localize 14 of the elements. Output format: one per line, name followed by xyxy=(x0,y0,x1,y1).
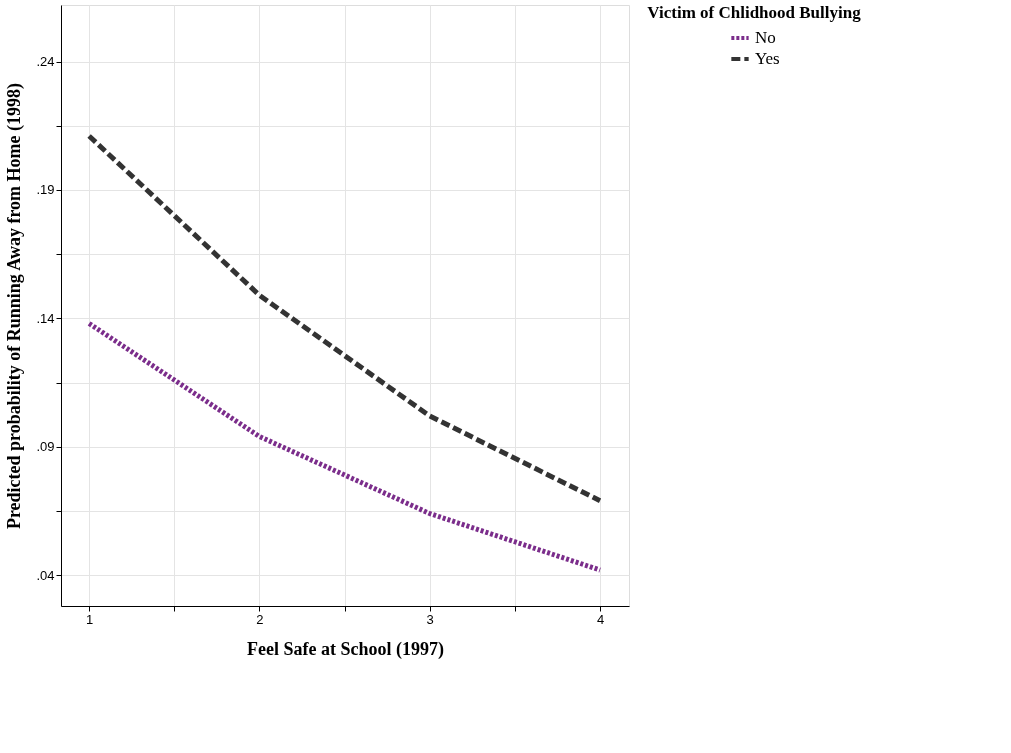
legend-label: Yes xyxy=(755,49,780,68)
y-tick-label: .24 xyxy=(36,54,55,69)
x-tick-label: 3 xyxy=(426,611,434,627)
y-axis-title: Predicted probability of Running Away from Home (1998) xyxy=(4,82,26,530)
x-axis-title: Feel Safe at School (1997) xyxy=(247,638,444,660)
legend-title: Victim of Chlidhood Bullying xyxy=(647,3,862,22)
y-tick-label: .19 xyxy=(36,182,55,198)
y-tick-label: .04 xyxy=(36,567,55,583)
y-tick-label: .09 xyxy=(36,439,55,455)
x-tick-label: 2 xyxy=(256,611,264,627)
y-tick-label: .14 xyxy=(36,310,55,326)
x-tick-label: 1 xyxy=(85,611,94,627)
x-tick-label: 4 xyxy=(596,611,605,627)
legend-label: No xyxy=(755,28,776,47)
